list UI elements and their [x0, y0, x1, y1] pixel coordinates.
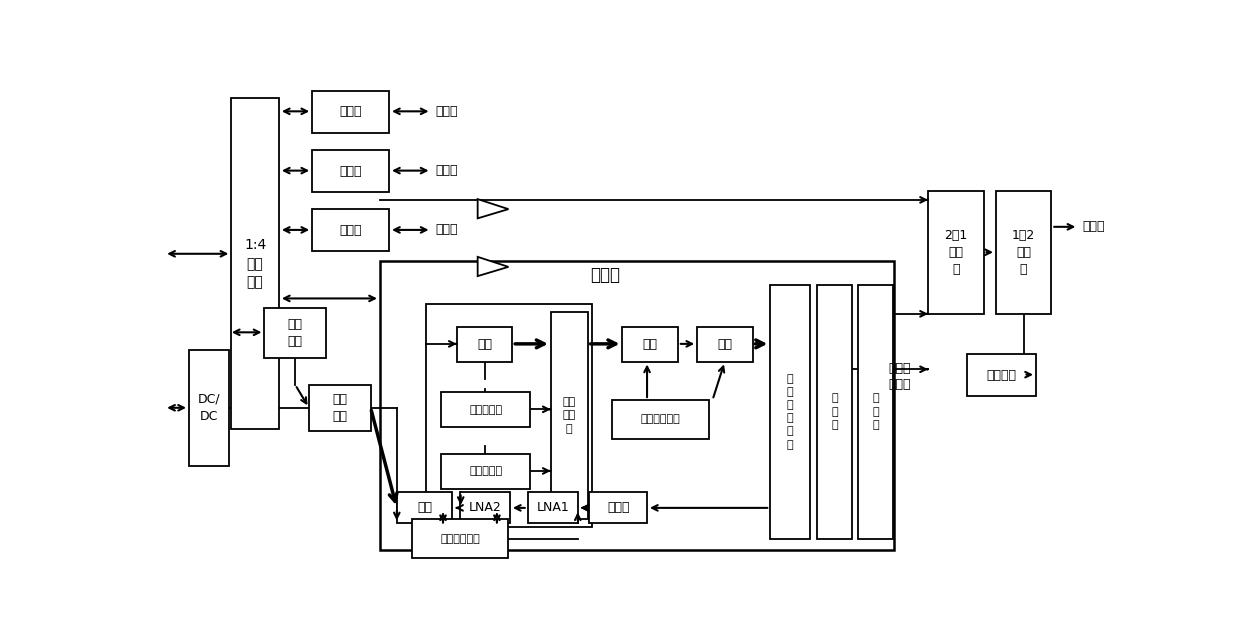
Text: 检波电路: 检波电路: [986, 369, 1017, 381]
Text: 通道三: 通道三: [340, 224, 362, 237]
Text: 至天线: 至天线: [435, 164, 458, 177]
Text: 功放: 功放: [717, 338, 733, 351]
Bar: [188, 350, 229, 466]
Text: 检波信
号输出: 检波信 号输出: [889, 362, 911, 392]
Bar: [309, 385, 371, 431]
Text: 波控
电路: 波控 电路: [332, 393, 347, 423]
Text: 接收电源调制: 接收电源调制: [440, 534, 480, 544]
Bar: [817, 284, 852, 539]
Text: 环
形
器
隔
离
器: 环 形 器 隔 离 器: [787, 374, 794, 450]
Text: 限幅器: 限幅器: [606, 502, 630, 514]
Text: 差分
芯片: 差分 芯片: [288, 318, 303, 348]
Text: 开关: 开关: [477, 338, 492, 351]
Bar: [613, 400, 708, 438]
Bar: [770, 284, 810, 539]
Text: 1分2
功分
器: 1分2 功分 器: [1012, 229, 1035, 276]
Bar: [312, 91, 389, 133]
Text: DC/
DC: DC/ DC: [197, 393, 221, 423]
Text: LNA2: LNA2: [469, 502, 501, 514]
Polygon shape: [477, 199, 508, 219]
Text: 至天线: 至天线: [435, 105, 458, 118]
Text: 1:4
功分
网络: 1:4 功分 网络: [244, 238, 267, 289]
Text: 2合1
合成
器: 2合1 合成 器: [944, 229, 967, 276]
Text: 通道四: 通道四: [590, 266, 620, 284]
Bar: [967, 354, 1035, 396]
Text: 至天线: 至天线: [435, 224, 458, 236]
Bar: [412, 520, 508, 558]
Bar: [312, 209, 389, 252]
Text: 通道一: 通道一: [340, 105, 362, 118]
Text: 至天线: 至天线: [1083, 220, 1105, 233]
Text: 驱放: 驱放: [642, 338, 657, 351]
Text: 连
接
器: 连 接 器: [872, 394, 879, 430]
Bar: [858, 284, 893, 539]
Text: 六位移相器: 六位移相器: [469, 466, 502, 476]
Text: 发射电源调制: 发射电源调制: [641, 414, 681, 424]
Bar: [312, 150, 389, 192]
Text: 开关: 开关: [417, 502, 432, 514]
Bar: [551, 312, 588, 520]
Bar: [589, 493, 647, 523]
Bar: [397, 493, 453, 523]
Bar: [697, 327, 753, 362]
Bar: [456, 327, 512, 362]
Bar: [996, 190, 1052, 314]
Text: 耦
合
器: 耦 合 器: [831, 394, 838, 430]
Text: 通道二: 通道二: [340, 164, 362, 178]
Bar: [427, 304, 591, 527]
Text: 六位衰减器: 六位衰减器: [469, 404, 502, 415]
Bar: [379, 261, 894, 550]
Bar: [264, 308, 326, 358]
Bar: [441, 392, 529, 427]
Bar: [928, 190, 983, 314]
Bar: [441, 454, 529, 489]
Text: 多功
能芯
片: 多功 能芯 片: [563, 397, 575, 434]
Text: LNA1: LNA1: [537, 502, 569, 514]
Bar: [231, 98, 279, 429]
Polygon shape: [477, 257, 508, 276]
Bar: [528, 493, 578, 523]
Bar: [460, 493, 510, 523]
Bar: [622, 327, 678, 362]
